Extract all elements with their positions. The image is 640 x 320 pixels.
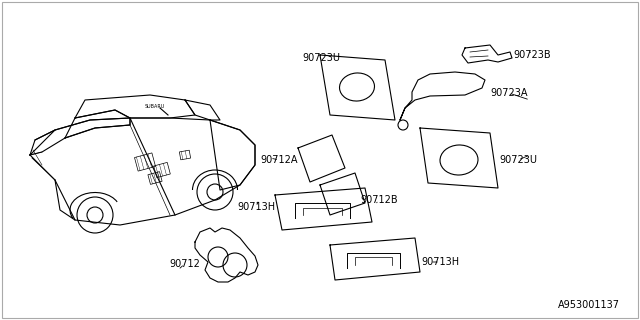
Text: 90713H: 90713H	[237, 202, 275, 212]
Text: A953001137: A953001137	[558, 300, 620, 310]
Text: 90712: 90712	[169, 259, 200, 269]
Text: SUBARU: SUBARU	[145, 104, 165, 109]
Text: 90712A: 90712A	[260, 155, 298, 165]
Text: 90723U: 90723U	[499, 155, 537, 165]
Text: 90713H: 90713H	[421, 257, 459, 267]
Text: 90723U: 90723U	[302, 53, 340, 63]
Text: 90723B: 90723B	[513, 50, 550, 60]
Text: 90712B: 90712B	[360, 195, 397, 205]
Text: 90723A: 90723A	[490, 88, 527, 99]
